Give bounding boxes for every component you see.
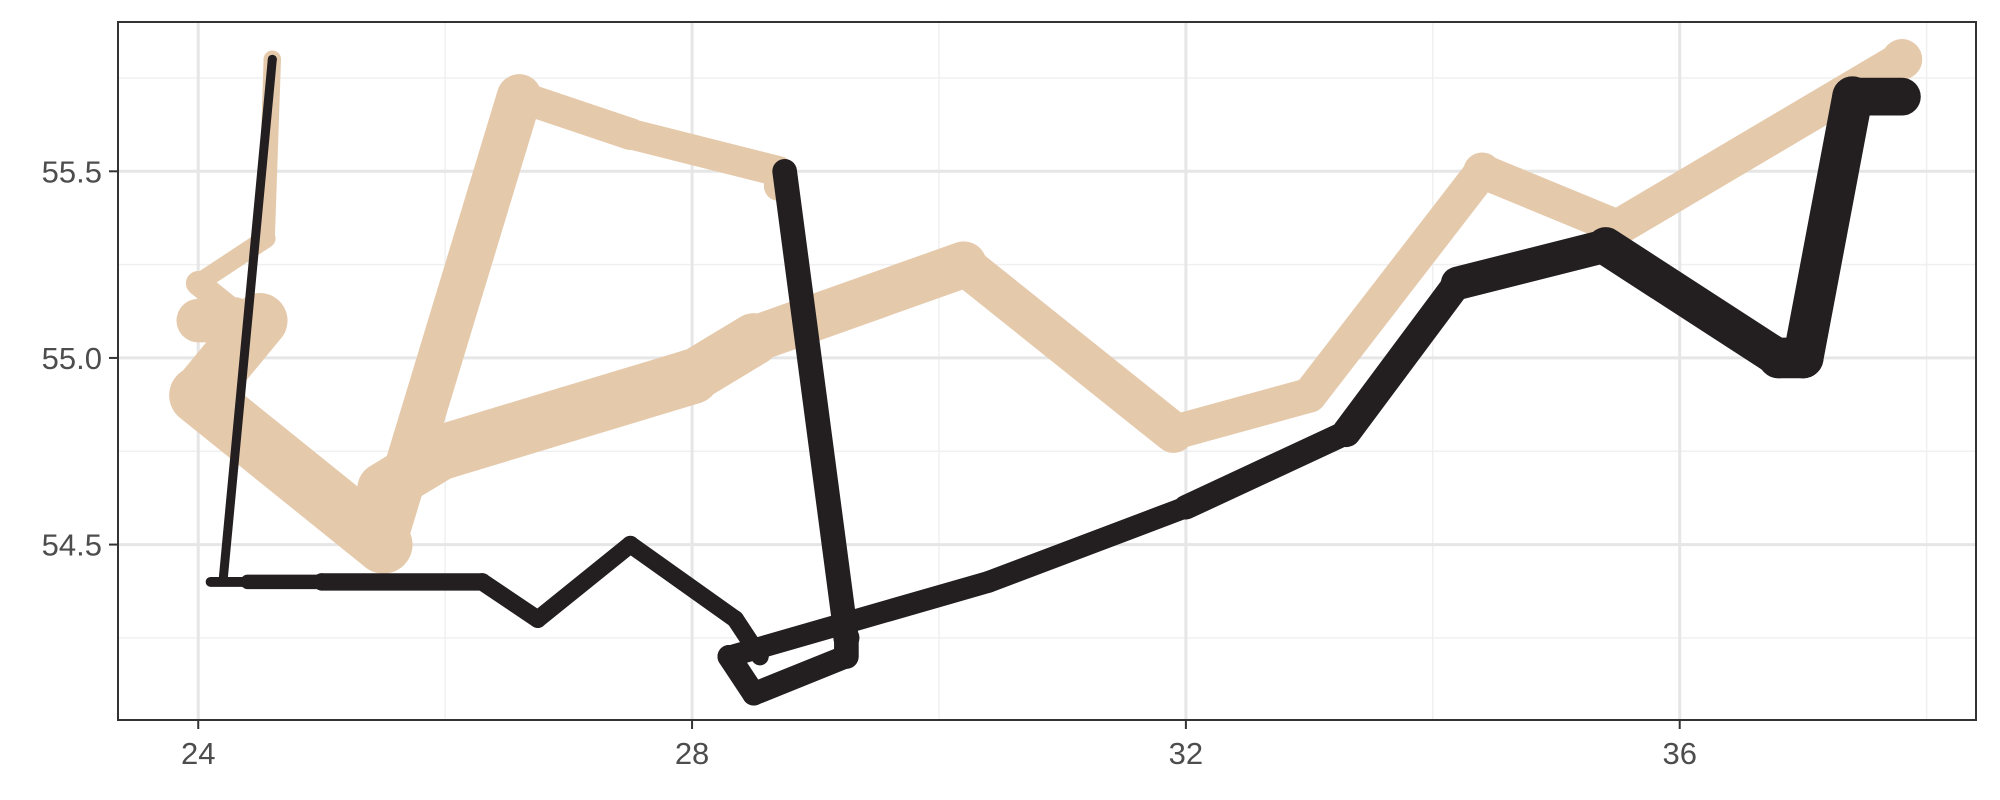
- series-2-point: [1463, 152, 1502, 191]
- series-1-point: [503, 80, 536, 113]
- series-2-segment: [943, 244, 1194, 453]
- x-tick-label: 36: [1662, 736, 1696, 771]
- series-2-point: [1881, 39, 1923, 80]
- y-axis: 54.5 55.0 55.5: [42, 154, 118, 563]
- series-2-segment: [1464, 153, 1636, 245]
- series-1-segment: [169, 366, 413, 574]
- series-4-segment: [1331, 268, 1472, 448]
- series-2-point: [417, 423, 473, 479]
- series-2-point: [1293, 379, 1326, 412]
- series-3-point: [473, 573, 491, 591]
- series-1-point: [614, 118, 647, 150]
- series-4-segment: [1173, 420, 1359, 520]
- series-2-point: [541, 386, 597, 442]
- series-2-point: [729, 314, 779, 364]
- plot-panel-border: [117, 21, 1977, 721]
- series-2-segment: [1156, 377, 1327, 450]
- series-4-point: [1333, 419, 1360, 446]
- series-4-segment: [1782, 76, 1873, 379]
- series-4-point: [1782, 337, 1824, 379]
- series-2-point: [358, 463, 409, 514]
- series-4-segment: [1586, 227, 1798, 377]
- series-4-segment: [772, 158, 859, 651]
- series-3-segment: [529, 535, 640, 628]
- series-1-point: [354, 515, 413, 574]
- series-3-point: [218, 577, 228, 587]
- series-2-point: [1154, 413, 1193, 452]
- series-4-segment: [742, 644, 858, 706]
- series-4-point: [717, 644, 741, 669]
- series-4-point: [834, 644, 858, 669]
- series-4-point: [773, 159, 797, 183]
- series-4-point: [978, 571, 999, 593]
- y-tick-label: 54.5: [42, 528, 102, 563]
- series-1-point: [257, 229, 275, 248]
- x-tick-label: 24: [181, 736, 215, 771]
- series-4-point: [1588, 228, 1624, 264]
- series-3-point: [313, 573, 331, 591]
- series-1-point: [188, 273, 209, 294]
- series-1-segment: [503, 80, 647, 150]
- series-4-point: [742, 682, 766, 706]
- series-4-segment: [977, 496, 1197, 593]
- x-axis: 24 28 32 36: [181, 720, 1697, 771]
- series-1-point: [180, 303, 216, 339]
- series-2-point: [941, 242, 986, 287]
- x-tick-label: 32: [1169, 736, 1203, 771]
- series-4-segment: [1440, 229, 1623, 300]
- series-3-segment: [218, 54, 277, 587]
- series-layer: [169, 39, 1923, 706]
- series-3-point: [206, 577, 216, 587]
- y-tick-label: 55.0: [42, 341, 102, 376]
- series-4: [717, 76, 1921, 706]
- series-4-segment: [718, 571, 1000, 668]
- series-4-point: [833, 624, 860, 651]
- series-4-point: [1174, 495, 1198, 519]
- series-2-segment: [1291, 153, 1500, 413]
- series-4-point: [1884, 79, 1920, 115]
- series-2-segment: [730, 241, 987, 363]
- series-1-point: [169, 366, 228, 425]
- y-tick-label: 55.5: [42, 154, 102, 189]
- series-3-point: [726, 610, 744, 628]
- series-3-point: [529, 610, 547, 628]
- series-3-point: [621, 535, 640, 554]
- series-3-point: [267, 54, 277, 64]
- series-3-point: [241, 576, 254, 588]
- x-tick-label: 28: [675, 736, 709, 771]
- series-2: [357, 39, 1923, 515]
- series-3-segment: [473, 573, 547, 628]
- plot-background: [118, 22, 1976, 720]
- series-1-segment: [615, 118, 794, 187]
- series-3-segment: [621, 535, 744, 628]
- series-2-point: [664, 349, 720, 405]
- series-4-point: [1441, 267, 1474, 300]
- series-4-point: [1832, 76, 1873, 117]
